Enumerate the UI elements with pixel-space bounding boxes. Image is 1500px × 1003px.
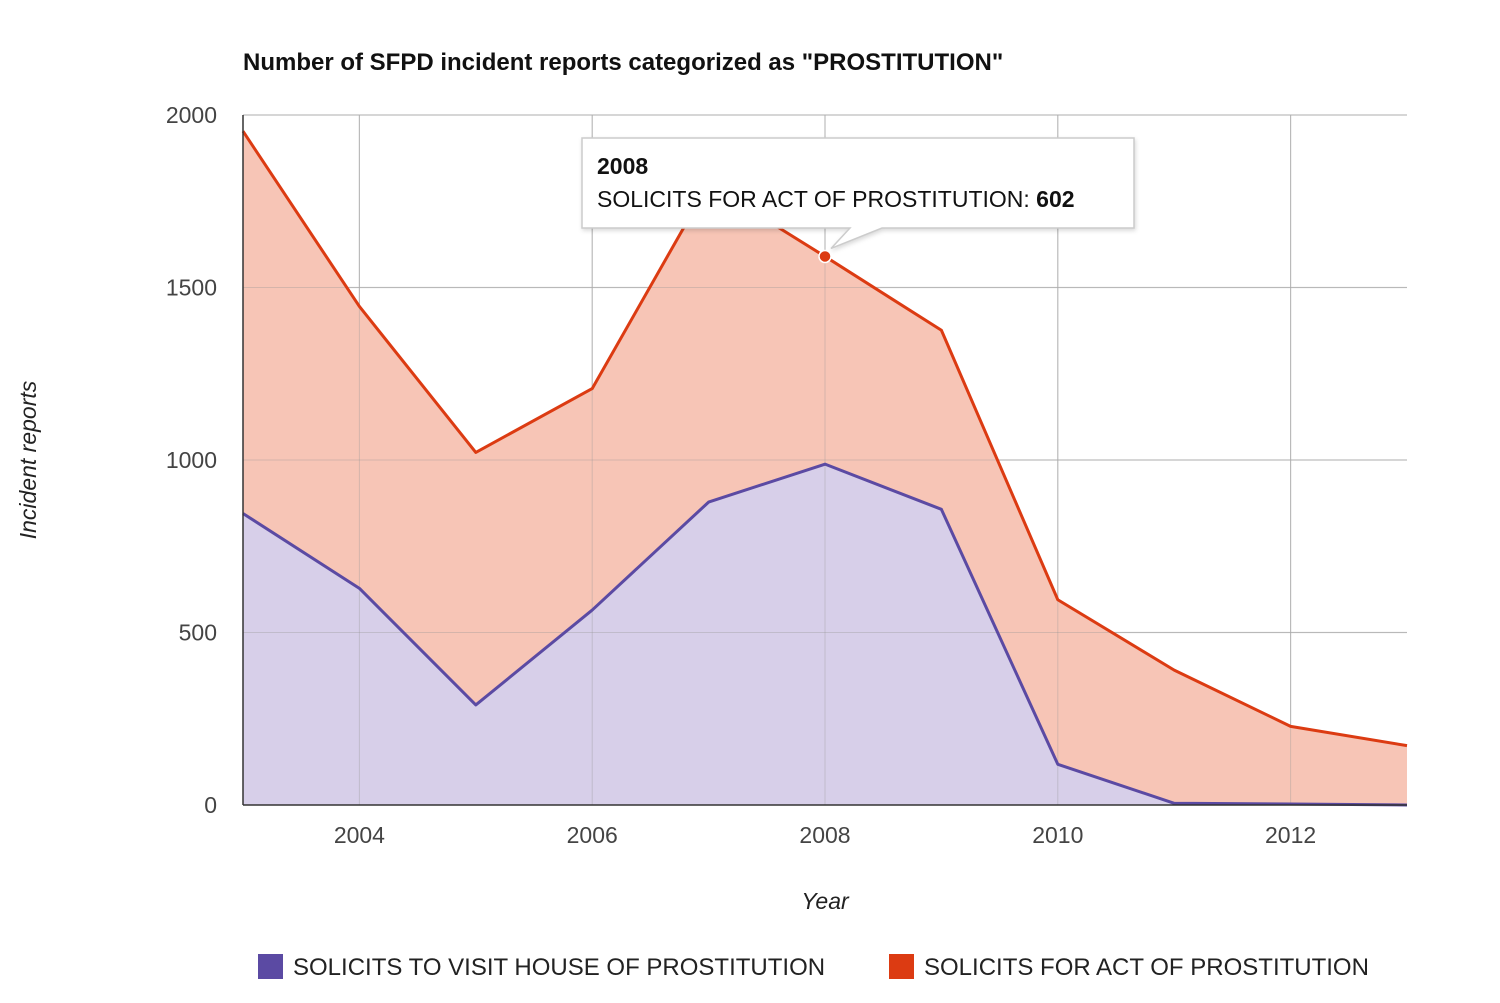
legend[interactable]: SOLICITS TO VISIT HOUSE OF PROSTITUTION S… [258,954,1369,981]
legend-item-solicits-to-visit[interactable]: SOLICITS TO VISIT HOUSE OF PROSTITUTION [258,954,825,981]
legend-swatch [258,954,283,979]
line-solicits-to-visit [242,462,1408,807]
tooltip-box [581,137,1135,250]
y-tick-label: 2000 [166,102,217,128]
legend-item-solicits-for-act[interactable]: SOLICITS FOR ACT OF PROSTITUTION [889,954,1369,981]
x-tick-label: 2004 [334,822,385,848]
tooltip-value: 602 [1036,186,1074,212]
highlighted-data-point[interactable] [818,249,832,264]
x-tick-label: 2006 [567,822,618,848]
y-tick-label: 0 [204,792,217,818]
legend-label: SOLICITS FOR ACT OF PROSTITUTION [924,954,1369,981]
x-tick-label: 2010 [1032,822,1083,848]
tooltip-label: SOLICITS FOR ACT OF PROSTITUTION: 602 [597,186,1075,212]
y-tick-label: 500 [179,620,217,646]
axes [242,115,1407,806]
x-tick-label: 2012 [1265,822,1316,848]
y-tick-label: 1500 [166,275,217,301]
legend-label: SOLICITS TO VISIT HOUSE OF PROSTITUTION [293,954,825,981]
tooltip-series-label: SOLICITS FOR ACT OF PROSTITUTION: [597,186,1036,212]
x-tick-label: 2008 [799,822,850,848]
y-axis-title: Incident reports [15,380,41,539]
tooltip-title: 2008 [597,153,648,179]
area-solicits-to-visit [243,464,1407,805]
y-axis-ticks: 0 500 1000 1500 2000 [166,102,217,818]
tooltip: 2008 SOLICITS FOR ACT OF PROSTITUTION: 60… [581,137,1135,264]
x-axis-ticks: 2004 2006 2008 2010 2012 [334,822,1316,848]
x-axis-title: Year [801,888,850,914]
legend-swatch [889,954,914,979]
chart-title: Number of SFPD incident reports categori… [243,49,1003,76]
y-tick-label: 1000 [166,447,217,473]
